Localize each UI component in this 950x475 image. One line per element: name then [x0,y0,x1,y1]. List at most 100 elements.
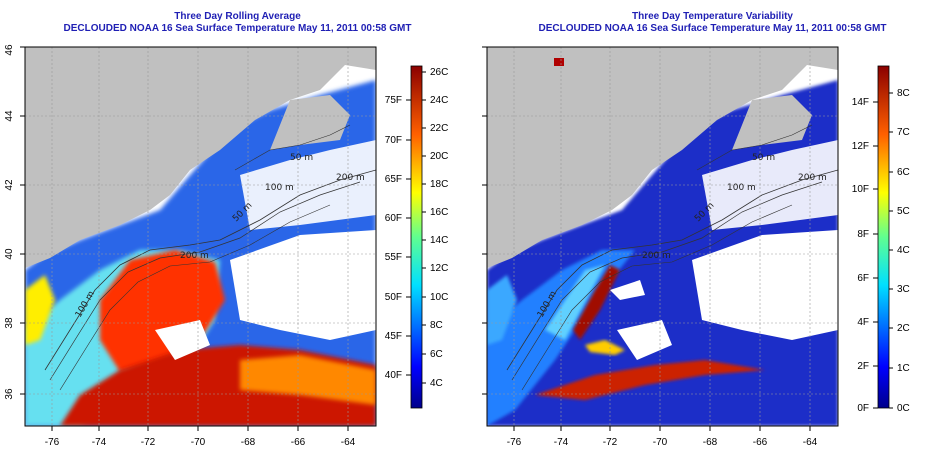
y-tick-label: 42 [475,179,477,191]
map-frame [24,46,377,427]
colorbar-label-c: 5C [897,206,910,217]
colorbar-label-c: 4C [430,378,443,389]
colorbar: 0F 2F 4F 6F 8F 10F 12F 14F 0C 1C 2C 3C 4… [852,65,910,414]
contour-label: 100 m [265,183,294,193]
contour-label: 200 m [798,173,827,183]
x-tick-label: -66 [291,437,306,448]
colorbar-label-f: 0F [857,403,869,414]
colorbar-label-f: 10F [852,184,869,195]
cloud-gap [155,320,210,360]
x-tick-label: -68 [703,437,718,448]
colorbar-label-c: 1C [897,363,910,374]
colorbar-label-c: 0C [897,403,910,414]
gulf-stream-edge [240,355,376,405]
colorbar-label-c: 12C [430,263,448,274]
x-tick-label: -64 [341,437,356,448]
contour-label: 200 m [642,251,671,261]
colorbar-label-c: 4C [897,245,910,256]
isobath-200m [506,169,838,371]
x-tick-label: -64 [803,437,818,448]
coastal-variability [487,275,517,345]
contour-label: 200 m [336,173,365,183]
colorbar-gradient [410,65,423,409]
cloud-gap [230,230,376,340]
isobath-50m [59,204,331,391]
y-tick-label: 40 [475,248,477,260]
slope-front [545,265,605,340]
colorbar-label-f: 12F [852,141,869,152]
x-tick-label: -66 [753,437,768,448]
land-mass [487,47,838,268]
isobath-gulf-of-maine [234,124,351,171]
colorbar-label-c: 8C [430,320,443,331]
panel-title: Three Day Rolling Average [174,11,301,22]
map-area: 100 m 200 m 50 m 100 m 200 m 50 m [487,47,838,426]
colorbar-label-c: 3C [897,284,910,295]
colorbar-gradient [877,65,890,409]
y-tick-label: 36 [4,388,15,400]
colorbar-label-c: 18C [430,179,448,190]
variability-hotspot [585,340,625,355]
panel-subtitle: DECLOUDED NOAA 16 Sea Surface Temperatur… [63,23,412,34]
coastal-warm-water [25,275,55,345]
cloud-gap [240,140,376,230]
isobath-100m [49,181,361,381]
y-tick-label: 40 [4,248,15,260]
y-axis: 36 38 40 42 44 46 [4,44,25,400]
sst-variability-map: 100 m 200 m 50 m 100 m 200 m 50 m -76 -7… [475,44,910,448]
colorbar-label-c: 8C [897,88,910,99]
x-tick-label: -70 [191,437,206,448]
y-tick-label: 46 [4,44,15,56]
colorbar-label-f: 45F [385,331,402,342]
y-tick-label: 44 [475,110,477,122]
y-tick-label: 44 [4,110,15,122]
x-tick-label: -72 [141,437,156,448]
colorbar-label-c: 24C [430,95,448,106]
colorbar-label-f: 14F [852,97,869,108]
high-variability-front [573,265,620,340]
contour-label: 200 m [180,251,209,261]
y-axis: 36 38 40 42 44 46 [475,44,487,400]
isobath-gulf-of-maine [696,124,813,171]
lat-lon-grid [25,47,376,426]
colorbar-label-f: 50F [385,292,402,303]
x-tick-label: -68 [241,437,256,448]
colorbar-label-c: 6C [897,167,910,178]
x-axis: -76 -74 -72 -70 -68 -66 -64 [45,426,356,448]
x-tick-label: -72 [603,437,618,448]
map-area: 100 m 200 m 50 m 100 m 200 m 50 m [25,47,376,426]
land-mass [25,47,376,268]
colorbar-label-f: 65F [385,174,402,185]
lake-variability-spot [554,58,564,66]
colorbar-label-c: 7C [897,127,910,138]
panel-title: Three Day Temperature Variability [632,11,793,22]
x-axis: -76 -74 -72 -70 -68 -66 -64 [507,426,818,448]
colorbar-label-f: 70F [385,135,402,146]
contour-label: 50 m [752,153,775,163]
colorbar-label-c: 26C [430,67,448,78]
panel-rolling-average: Three Day Rolling Average DECLOUDED NOAA… [4,11,448,448]
panel-subtitle: DECLOUDED NOAA 16 Sea Surface Temperatur… [538,23,887,34]
contour-label: 100 m [727,183,756,193]
cloud-gap [617,320,672,360]
colorbar-label-f: 8F [857,229,869,240]
lat-lon-grid [487,47,838,426]
colorbar-label-f: 75F [385,95,402,106]
isobath-200m [44,169,376,371]
colorbar-label-f: 60F [385,213,402,224]
colorbar-label-f: 6F [857,273,869,284]
isobath-50m [521,204,793,391]
x-tick-label: -76 [45,437,60,448]
colorbar: 40F 45F 50F 55F 60F 65F 70F 75F 4C 6C 8C… [385,65,448,409]
y-tick-label: 46 [475,44,477,56]
colorbar-label-c: 6C [430,349,443,360]
colorbar-label-f: 55F [385,252,402,263]
land-mass-nova-scotia [732,95,812,150]
x-tick-label: -76 [507,437,522,448]
colorbar-label-c: 10C [430,292,448,303]
colorbar-label-f: 40F [385,370,402,381]
map-frame [486,46,839,427]
colorbar-label-c: 2C [897,323,910,334]
x-tick-label: -74 [554,437,569,448]
x-tick-label: -74 [92,437,107,448]
